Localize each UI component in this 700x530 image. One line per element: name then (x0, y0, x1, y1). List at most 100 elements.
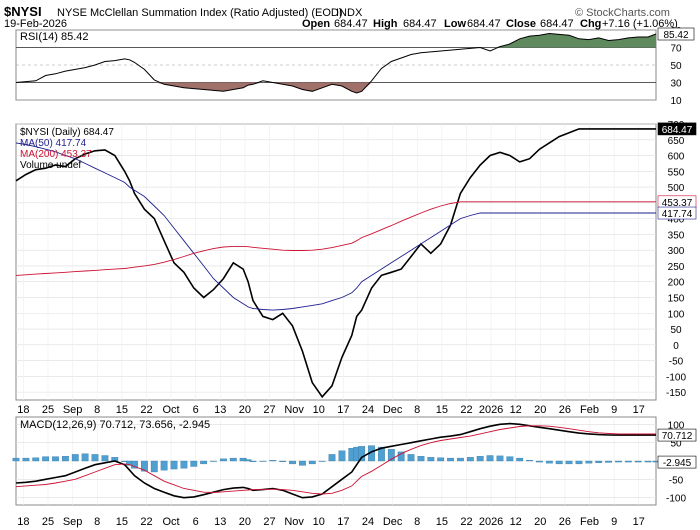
date-tick-label: 15 (436, 404, 448, 416)
rsi-legend: RSI(14) 85.42 (20, 31, 88, 43)
macd-histogram-bar (71, 454, 79, 462)
macd-histogram-bar (437, 457, 445, 462)
signal-line (15, 425, 656, 495)
date-tick-label-bottom: 20 (534, 516, 546, 528)
high-value: 684.47 (403, 18, 437, 30)
macd-histogram-bar (249, 460, 257, 462)
price-last-value-box (657, 206, 697, 220)
date-tick-label: 9 (611, 404, 617, 416)
macd-histogram-bar (476, 456, 484, 462)
macd-histogram-bar (506, 456, 514, 462)
price-last-value: 453.37 (662, 198, 693, 209)
date-tick-label-bottom: 27 (263, 516, 275, 528)
macd-legend: MACD(12,26,9) 70.712, 73.656, -2.945 (20, 419, 210, 431)
price-tick-label: 300 (668, 246, 685, 257)
macd-line (15, 422, 656, 499)
ma50-line (15, 142, 656, 311)
macd-histogram-bar (427, 457, 435, 462)
macd-histogram-bar (190, 460, 198, 467)
date-tick-label: 8 (414, 404, 420, 416)
date-tick-label-bottom: 17 (337, 516, 349, 528)
rsi-line (15, 32, 657, 94)
macd-histogram-bar (545, 460, 553, 464)
date-tick-label: Feb (580, 404, 599, 416)
date-tick-label-bottom: 6 (193, 516, 199, 528)
date-tick-label-bottom: 24 (362, 516, 374, 528)
date-tick-label-bottom: 18 (17, 516, 29, 528)
macd-histogram-bar (634, 460, 642, 463)
chg-value: +7.16 (+1.06%) (602, 18, 678, 30)
macd-histogram-bar (585, 460, 593, 464)
date-tick-label-bottom: 22 (140, 516, 152, 528)
date-tick-label: 22 (460, 404, 472, 416)
price-line (15, 128, 656, 399)
price-tick-label: 100 (668, 309, 685, 320)
macd-histogram-bar (407, 454, 415, 462)
macd-histogram-bar (605, 460, 612, 463)
price-tick-label: -100 (666, 372, 686, 383)
date-tick-label-bottom: Dec (383, 516, 403, 528)
macd-histogram-bar (32, 457, 40, 462)
date-tick-label: 27 (263, 404, 275, 416)
date-tick-label: 17 (337, 404, 349, 416)
macd-tick-label: 100 (668, 420, 685, 431)
macd-histogram-bar (299, 460, 306, 466)
macd-histogram-bar (81, 453, 89, 462)
rsi-panel: 907050301085.42 (15, 26, 695, 107)
date-tick-label: 20 (239, 404, 251, 416)
macd-histogram-bar (575, 460, 583, 465)
price-tick-label: 650 (668, 136, 685, 147)
rsi-overbought-fill (16, 33, 656, 48)
macd-histogram-bar (259, 460, 267, 462)
date-tick-label-bottom: 13 (214, 516, 226, 528)
price-tick-label: 50 (670, 325, 682, 336)
price-tick-label: 500 (668, 183, 685, 194)
date-tick-label-bottom: 2026 (479, 516, 503, 528)
date-tick-label: 17 (633, 404, 645, 416)
macd-tick-label: -100 (666, 494, 686, 505)
index-name: NYSE McClellan Summation Index (Ratio Ad… (57, 7, 343, 19)
macd-histogram-bar (42, 456, 50, 462)
macd-histogram-bar (615, 460, 622, 463)
close-value: 684.47 (540, 18, 574, 30)
date-tick-label-bottom: 10 (313, 516, 325, 528)
macd-histogram-bar (644, 460, 652, 463)
date-tick-label-bottom: Sep (63, 516, 83, 528)
date-tick-label-bottom: Oct (163, 516, 180, 528)
macd-histogram-bar (170, 460, 178, 470)
macd-histogram-bar (220, 458, 227, 462)
macd-histogram-bar (387, 449, 395, 462)
rsi-oversold-fill (16, 82, 656, 93)
macd-last-value: -2.945 (663, 458, 692, 469)
macd-histogram-bar (338, 450, 346, 462)
date-tick-label-bottom: 8 (94, 516, 100, 528)
rsi-last-value: 85.42 (663, 30, 688, 41)
price-last-value: 417.74 (662, 209, 693, 220)
price-tick-label: 350 (668, 230, 685, 241)
symbol-label: $NYSI (4, 4, 42, 19)
macd-histogram-bar (160, 460, 168, 471)
macd-last-value: 70.712 (662, 431, 693, 442)
macd-histogram-bar (378, 446, 385, 462)
date-tick-label-bottom: 9 (611, 516, 617, 528)
price-tick-label: 250 (668, 262, 685, 273)
date-tick-label: Dec (383, 404, 403, 416)
macd-tick-label: 50 (670, 439, 682, 450)
macd-histogram-bar (150, 460, 158, 473)
macd-histogram-bar (101, 455, 109, 462)
macd-histogram-bar (210, 460, 217, 462)
macd-histogram-bar (289, 460, 296, 465)
macd-histogram-bar (516, 457, 524, 462)
macd-histogram-bar (328, 454, 336, 462)
macd-histogram-bar (555, 460, 563, 465)
macd-tick-label: -50 (669, 475, 684, 486)
price-tick-label: 400 (668, 215, 685, 226)
date-tick-label-bottom: Feb (580, 516, 599, 528)
date-tick-label: 10 (313, 404, 325, 416)
price-last-value: 684.47 (662, 125, 693, 136)
date-tick-label-bottom: 15 (116, 516, 128, 528)
macd-histogram-bar (318, 460, 326, 462)
date-tick-label: 22 (140, 404, 152, 416)
date-tick-label-bottom: 12 (510, 516, 522, 528)
date-tick-label: 13 (214, 404, 226, 416)
